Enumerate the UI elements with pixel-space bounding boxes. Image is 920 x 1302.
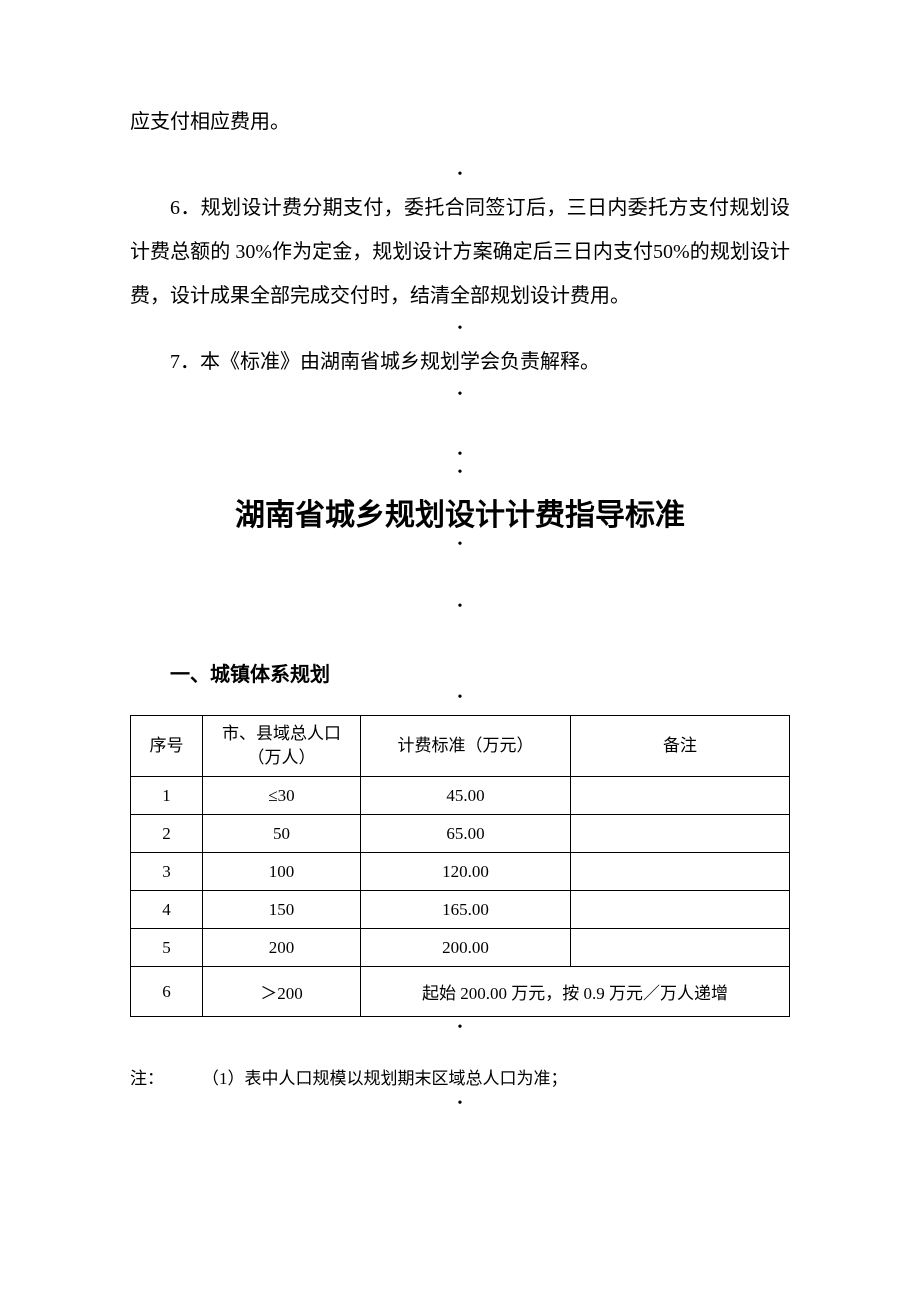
cell-remark (571, 777, 790, 815)
table-note-1: 注：（1）表中人口规模以规划期末区域总人口为准； (130, 1065, 790, 1093)
table-row: 2 50 65.00 (131, 815, 790, 853)
cell-remark (571, 815, 790, 853)
table-urban-system-planning: 序号 市、县域总人口（万人） 计费标准（万元） 备注 1 ≤30 45.00 2… (130, 715, 790, 1017)
cell-remark (571, 929, 790, 967)
separator-dot: • (130, 164, 790, 186)
cell-fee-merged: 起始 200.00 万元，按 0.9 万元／万人递增 (361, 967, 790, 1017)
table-header-row: 序号 市、县域总人口（万人） 计费标准（万元） 备注 (131, 716, 790, 777)
col-header-seq: 序号 (131, 716, 203, 777)
cell-population: ≤30 (203, 777, 361, 815)
separator-dot: • (130, 1093, 790, 1115)
cell-population: ＞200 (203, 967, 361, 1017)
cell-seq: 2 (131, 815, 203, 853)
section-1-heading: 一、城镇体系规划 (130, 658, 790, 687)
separator-dot: • (130, 596, 790, 618)
separator-dots-double: • • (130, 446, 790, 482)
cell-population: 100 (203, 853, 361, 891)
cell-fee: 65.00 (361, 815, 571, 853)
col-header-population: 市、县域总人口（万人） (203, 716, 361, 777)
paragraph-5-continuation: 应支付相应费用。 (130, 100, 790, 144)
paragraph-7: 7．本《标准》由湖南省城乡规划学会负责解释。 (130, 340, 790, 384)
cell-seq: 5 (131, 929, 203, 967)
separator-dot: • (130, 318, 790, 340)
col-header-fee: 计费标准（万元） (361, 716, 571, 777)
table-row: 1 ≤30 45.00 (131, 777, 790, 815)
note-text: （1）表中人口规模以规划期末区域总人口为准； (202, 1069, 568, 1088)
table-row: 3 100 120.00 (131, 853, 790, 891)
cell-seq: 1 (131, 777, 203, 815)
note-label: 注： (130, 1065, 202, 1093)
cell-population: 200 (203, 929, 361, 967)
cell-fee: 165.00 (361, 891, 571, 929)
cell-seq: 4 (131, 891, 203, 929)
separator-dot: • (130, 1017, 790, 1039)
cell-fee: 45.00 (361, 777, 571, 815)
cell-remark (571, 853, 790, 891)
separator-dot: • (130, 384, 790, 406)
cell-fee: 200.00 (361, 929, 571, 967)
separator-dot: • (130, 687, 790, 709)
col-header-remark: 备注 (571, 716, 790, 777)
cell-seq: 3 (131, 853, 203, 891)
separator-dot: • (130, 534, 790, 556)
cell-remark (571, 891, 790, 929)
table-row: 4 150 165.00 (131, 891, 790, 929)
table-row: 5 200 200.00 (131, 929, 790, 967)
paragraph-6: 6．规划设计费分期支付，委托合同签订后，三日内委托方支付规划设计费总额的 30%… (130, 186, 790, 318)
cell-seq: 6 (131, 967, 203, 1017)
cell-population: 150 (203, 891, 361, 929)
table-row: 6 ＞200 起始 200.00 万元，按 0.9 万元／万人递增 (131, 967, 790, 1017)
cell-population: 50 (203, 815, 361, 853)
document-title: 湖南省城乡规划设计计费指导标准 (130, 490, 790, 534)
cell-fee: 120.00 (361, 853, 571, 891)
